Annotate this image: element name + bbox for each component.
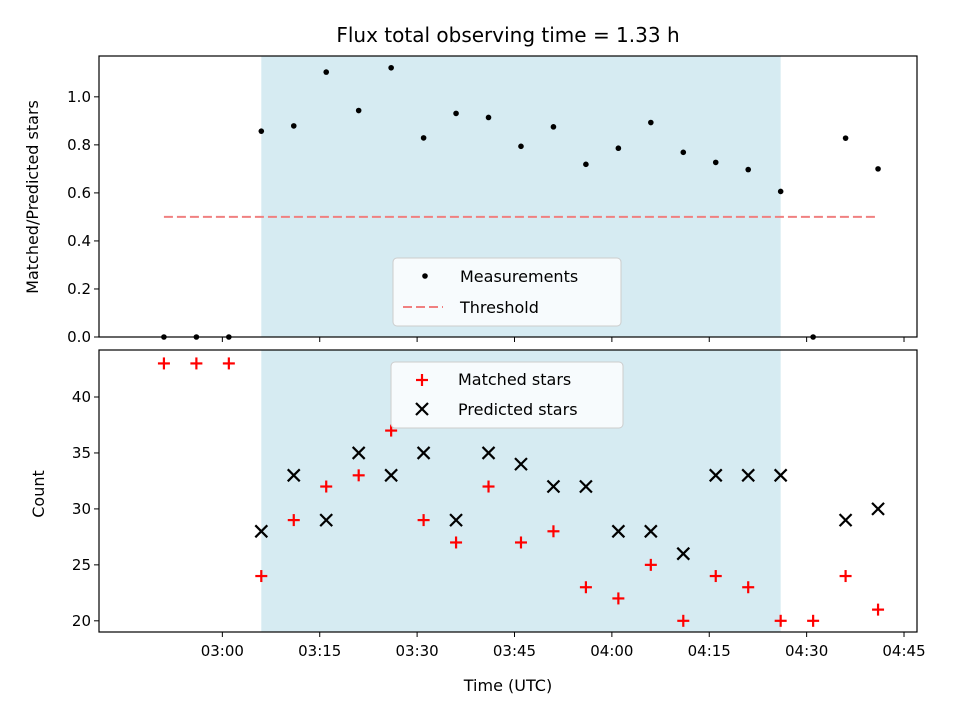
matched-star-point [677, 614, 690, 627]
legend-measurements-marker [422, 273, 428, 279]
legend-matched-label: Matched stars [458, 370, 571, 389]
matched-star-point [774, 614, 787, 627]
bottom-y-tick-label: 40 [72, 388, 91, 406]
measurement-point [842, 135, 849, 141]
matched-star-point [514, 536, 527, 549]
measurement-point [583, 161, 589, 168]
measurement-point [420, 135, 427, 141]
legend-measurements-label: Measurements [460, 267, 578, 286]
matched-star-point [612, 592, 625, 605]
matched-star-point [287, 514, 300, 527]
matched-star-point [417, 514, 430, 527]
bottom-y-tick-label: 35 [72, 444, 91, 462]
top-y-tick-label: 1.0 [67, 88, 91, 106]
matched-star-point [644, 558, 657, 571]
legend-predicted-label: Predicted stars [458, 400, 578, 419]
measurement-point [518, 143, 524, 150]
predicted-star-point [741, 468, 755, 483]
matched-star-point [352, 469, 365, 482]
top-y-tick-label: 0.4 [67, 232, 91, 250]
measurement-point [615, 145, 622, 152]
matched-star-point [157, 357, 170, 370]
legend-predicted-marker [415, 402, 429, 416]
measurement-point [875, 166, 881, 172]
predicted-star-point [708, 468, 723, 483]
predicted-star-point [416, 446, 431, 460]
predicted-star-point [514, 457, 528, 471]
predicted-star-point [384, 468, 398, 483]
top-y-tick-label: 0.2 [67, 280, 91, 298]
matched-star-point [579, 581, 592, 594]
matched-star-point [709, 570, 722, 583]
measurement-point [777, 188, 784, 195]
matched-star-point [807, 614, 820, 627]
bottom-y-tick-label: 25 [72, 556, 91, 574]
x-tick-label: 03:45 [493, 642, 536, 660]
bottom-y-axis-label: Count [29, 470, 48, 518]
bottom-plot-frame [98, 349, 918, 633]
predicted-star-point [319, 513, 334, 527]
predicted-star-point [481, 446, 496, 460]
predicted-star-point [351, 446, 366, 460]
top-plot-frame [98, 55, 918, 338]
x-tick-label: 04:00 [590, 642, 633, 660]
measurement-point [745, 166, 752, 173]
predicted-star-point [611, 524, 626, 539]
predicted-star-point [838, 513, 853, 527]
legend-threshold-label: Threshold [459, 298, 539, 317]
matched-star-point [872, 603, 885, 616]
x-tick-label: 03:30 [395, 642, 438, 660]
measurement-point [258, 128, 265, 134]
predicted-star-point [871, 502, 885, 516]
matched-star-point [385, 424, 398, 437]
x-tick-label: 03:00 [201, 642, 244, 660]
matched-star-point [320, 480, 333, 493]
x-tick-label: 04:30 [785, 642, 828, 660]
top-y-tick-label: 0.8 [67, 136, 91, 154]
matched-star-point [839, 570, 852, 583]
measurement-point [485, 114, 492, 121]
measurement-point [453, 110, 459, 117]
predicted-star-point [644, 524, 658, 539]
x-tick-label: 04:45 [882, 642, 925, 660]
chart-title: Flux total observing time = 1.33 h [336, 23, 679, 47]
top-y-tick-label: 0.6 [67, 184, 91, 202]
measurement-point [550, 124, 557, 130]
bottom-y-tick-label: 30 [72, 500, 91, 518]
matched-star-point [450, 536, 463, 549]
predicted-star-point [286, 468, 301, 483]
matched-star-point [742, 581, 755, 594]
matched-star-point [255, 570, 268, 583]
measurement-point [355, 107, 362, 114]
predicted-star-point [676, 546, 691, 561]
predicted-star-point [579, 479, 593, 494]
x-tick-label: 04:15 [688, 642, 731, 660]
x-axis-label: Time (UTC) [463, 676, 552, 695]
measurement-point [290, 123, 297, 129]
legend-matched-marker [416, 374, 428, 386]
top-panel: 0.0 0.2 0.4 0.6 0.8 1.0 Matched/Predicted sta… [23, 55, 918, 346]
matched-star-point [482, 480, 495, 493]
measurement-point [648, 119, 654, 126]
top-y-tick-label: 0.0 [67, 328, 91, 346]
matched-star-point [190, 357, 203, 370]
matched-star-point [547, 525, 560, 538]
measurement-point [712, 159, 719, 166]
measurement-point [323, 69, 330, 75]
predicted-star-point [254, 524, 269, 539]
predicted-star-point [546, 479, 561, 494]
measurement-point [388, 64, 394, 71]
bottom-panel: 20 25 30 35 40 03:00 03:15 03:30 03:45 04:00 04:1… [29, 349, 926, 695]
top-legend: Measurements Threshold [392, 257, 622, 327]
measurement-point [680, 149, 687, 156]
predicted-star-point [773, 468, 788, 483]
top-y-axis-label: Matched/Predicted stars [23, 100, 42, 294]
predicted-star-point [449, 513, 463, 527]
x-tick-label: 03:15 [298, 642, 341, 660]
bottom-legend: Matched stars Predicted stars [390, 361, 624, 429]
bottom-y-tick-label: 20 [72, 612, 91, 630]
matched-star-point [222, 357, 235, 370]
